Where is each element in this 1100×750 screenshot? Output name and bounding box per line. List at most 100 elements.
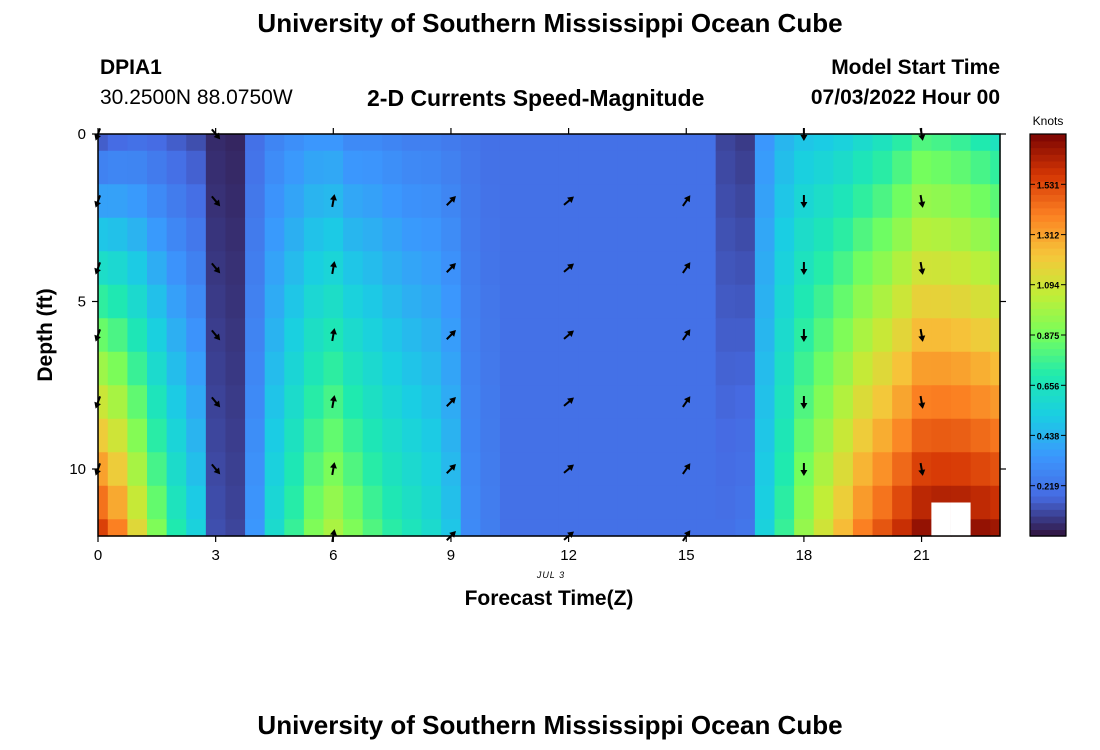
- current-arrow: [446, 196, 456, 206]
- heatmap-cell: [401, 284, 423, 319]
- heatmap-cell: [872, 351, 893, 386]
- heatmap-cell: [147, 519, 168, 537]
- heatmap-cell: [401, 418, 423, 453]
- heatmap-cell: [696, 318, 717, 353]
- colorbar-title: Knots: [1033, 114, 1064, 128]
- heatmap-cell: [539, 150, 560, 185]
- heatmap-cell: [284, 284, 305, 319]
- current-arrow-head: [567, 330, 574, 338]
- colorbar-swatch: [1030, 328, 1066, 336]
- heatmap-cell: [696, 150, 717, 185]
- heatmap-cell: [735, 452, 756, 487]
- heatmap-cell: [833, 251, 854, 286]
- heatmap-cell: [205, 418, 227, 453]
- heatmap-cell: [617, 418, 638, 453]
- heatmap-cell: [303, 519, 325, 537]
- heatmap-cell: [931, 150, 952, 185]
- colorbar-swatch: [1030, 395, 1066, 403]
- heatmap-cell: [107, 452, 129, 487]
- heatmap-cell: [813, 385, 834, 420]
- heatmap-cell: [245, 134, 266, 152]
- heatmap-cell: [911, 485, 932, 520]
- heatmap-cell: [382, 519, 403, 537]
- colorbar-swatch: [1030, 529, 1066, 537]
- heatmap-cell: [833, 485, 854, 520]
- heatmap-cell: [127, 418, 148, 453]
- heatmap-cell: [598, 284, 619, 319]
- heatmap-cell: [460, 217, 481, 252]
- heatmap-cell: [754, 385, 776, 420]
- heatmap-cell: [245, 150, 266, 185]
- heatmap-cell: [264, 385, 285, 420]
- heatmap-cell: [656, 418, 678, 453]
- heatmap-cell: [519, 150, 540, 185]
- heatmap-cell: [382, 418, 403, 453]
- heatmap-cell: [892, 217, 913, 252]
- current-arrow-head: [684, 396, 691, 404]
- heatmap-cell: [98, 418, 109, 453]
- heatmap-cell: [637, 452, 658, 487]
- heatmap-cell: [421, 318, 442, 353]
- current-arrow-head: [330, 261, 337, 268]
- current-arrow-head: [449, 196, 456, 203]
- heatmap-cell: [931, 134, 952, 152]
- heatmap-cell: [833, 318, 854, 353]
- heatmap-cell: [303, 385, 325, 420]
- colorbar-swatch: [1030, 375, 1066, 383]
- heatmap-cell: [127, 150, 148, 185]
- colorbar-swatch: [1030, 341, 1066, 350]
- heatmap-cell: [950, 134, 972, 152]
- heatmap-cell: [735, 251, 756, 286]
- heatmap-cell: [480, 184, 501, 219]
- heatmap-cell: [617, 134, 638, 152]
- heatmap-cell: [127, 217, 148, 252]
- heatmap-cell: [460, 251, 481, 286]
- current-arrow: [446, 464, 456, 474]
- heatmap-cell: [303, 418, 325, 453]
- heatmap-cell: [186, 284, 207, 319]
- heatmap-cell: [774, 184, 795, 219]
- colorbar-swatch: [1030, 509, 1066, 517]
- heatmap-cell: [970, 318, 991, 353]
- colorbar-swatch: [1030, 408, 1066, 417]
- heatmap-cell: [696, 385, 717, 420]
- heatmap-cell: [872, 418, 893, 453]
- heatmap-cell: [264, 284, 285, 319]
- heatmap-cell: [990, 318, 1001, 353]
- heatmap-cell: [990, 134, 1001, 152]
- heatmap-cell: [735, 418, 756, 453]
- heatmap-cell: [421, 217, 442, 252]
- heatmap-cell: [441, 134, 462, 152]
- heatmap-cell: [499, 251, 521, 286]
- heatmap-cell: [637, 184, 658, 219]
- heatmap-cell: [343, 351, 364, 386]
- heatmap-cell: [637, 217, 658, 252]
- heatmap-cell: [303, 217, 325, 252]
- current-arrow: [800, 329, 808, 342]
- heatmap-cell: [519, 217, 540, 252]
- heatmap-cell: [911, 134, 932, 152]
- heatmap-cell: [656, 134, 678, 152]
- heatmap-cell: [166, 284, 187, 319]
- heatmap-cell: [950, 251, 972, 286]
- heatmap-cell: [813, 251, 834, 286]
- heatmap-cell: [990, 351, 1001, 386]
- heatmap-cell: [735, 318, 756, 353]
- heatmap-cell: [401, 318, 423, 353]
- heatmap-cell: [421, 134, 442, 152]
- heatmap-cell: [892, 485, 913, 520]
- heatmap-cell: [774, 351, 795, 386]
- heatmap-cell: [98, 351, 109, 386]
- heatmap-cell: [362, 134, 383, 152]
- heatmap-cell: [970, 452, 991, 487]
- heatmap-cell: [519, 184, 540, 219]
- heatmap-cell: [186, 217, 207, 252]
- current-arrow: [682, 262, 691, 274]
- colorbar-swatch: [1030, 355, 1066, 363]
- current-arrow: [330, 328, 337, 342]
- heatmap-cell: [970, 251, 991, 286]
- colorbar-swatch: [1030, 482, 1066, 490]
- x-tick-label: 0: [94, 547, 102, 564]
- current-arrow: [211, 262, 221, 274]
- current-arrow-head: [213, 199, 221, 207]
